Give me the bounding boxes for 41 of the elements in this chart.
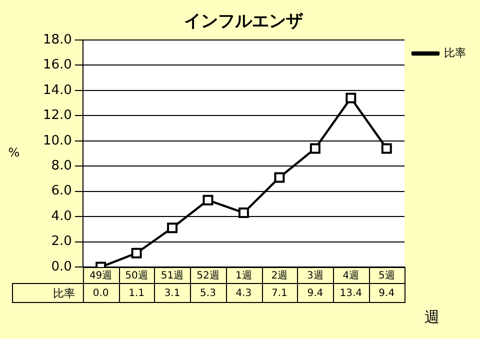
y-tick-label: 10.0 [42, 133, 72, 148]
x-tick-label: 3週 [306, 270, 324, 282]
point [346, 92, 356, 104]
data-label: 1.1 [128, 288, 144, 300]
y-tick-label: 12.0 [42, 108, 72, 124]
data-label: 9.4 [307, 288, 324, 300]
x-tick-label: 5週 [378, 270, 395, 282]
x-tick-label: 50週 [125, 270, 148, 282]
text: 比率 [52, 286, 75, 300]
point [238, 208, 249, 218]
data-label: 3.1 [164, 288, 180, 300]
point [131, 248, 142, 258]
x-tick-label: 1週 [236, 270, 252, 282]
data-label: 0.0 [92, 288, 109, 300]
y-tick-label: 0.0 [51, 259, 72, 274]
point [381, 143, 392, 154]
x-tick-label: 2週 [271, 270, 288, 282]
y-axis-title: % [8, 146, 20, 160]
x-tick-label: 4週 [342, 270, 360, 282]
point [310, 143, 320, 154]
y-tick-label: 18.0 [42, 32, 72, 48]
data-label: 7.1 [272, 288, 288, 300]
legend-label: 比率 [444, 46, 466, 60]
y-tick-label: 6.0 [51, 184, 72, 199]
y-tick-label: 14.0 [42, 82, 72, 98]
x-tick-label: 49週 [89, 270, 112, 282]
data-label: 13.4 [340, 288, 362, 300]
point [274, 172, 285, 183]
y-tick-label: 4.0 [51, 208, 72, 224]
point [202, 194, 214, 206]
x-tick-label: 52週 [196, 270, 220, 282]
chart-title: インフルエンザ [184, 11, 304, 32]
y-tick-label: 2.0 [51, 234, 72, 250]
y-tick-label: 8.0 [51, 158, 72, 174]
y-tick-label: 16.0 [42, 58, 72, 73]
data-label: 5.3 [200, 288, 216, 300]
x-axis-title: 週 [424, 308, 440, 326]
data-label: 4.3 [236, 288, 252, 300]
data-label: 9.4 [378, 288, 395, 300]
point [167, 222, 178, 234]
x-tick-label: 51週 [160, 270, 184, 282]
